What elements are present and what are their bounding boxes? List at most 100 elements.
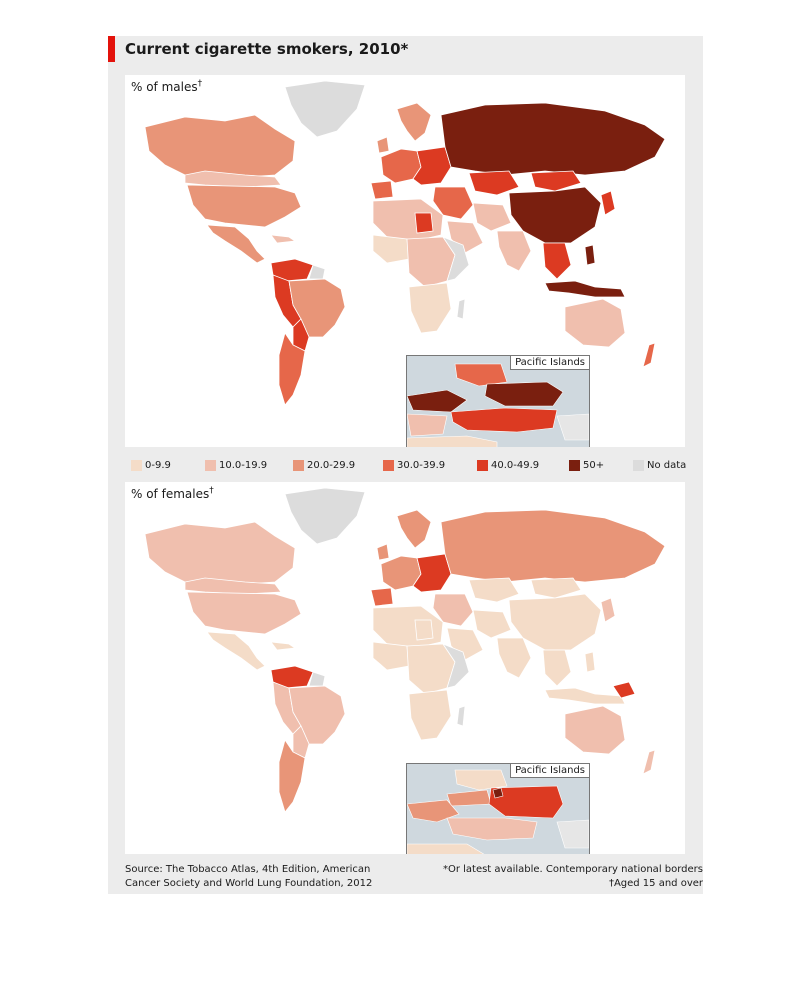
legend-swatch <box>477 459 488 471</box>
arabia <box>446 627 484 661</box>
bolivia-paraguay <box>292 725 310 759</box>
accent-bar <box>108 36 115 62</box>
papua-new-guinea <box>612 681 636 699</box>
legend-item: 40.0-49.9 <box>477 458 539 472</box>
argentina-chile <box>278 332 306 406</box>
footnotes: *Or latest available. Contemporary natio… <box>443 863 703 891</box>
north-africa <box>372 198 444 242</box>
females-map-panel: % of females† Pacific Islands <box>125 482 685 854</box>
east-africa <box>441 643 470 689</box>
southern-africa <box>408 282 452 334</box>
greenland <box>284 80 366 138</box>
japan-korea <box>600 190 616 216</box>
scandinavia <box>396 102 432 142</box>
brazil <box>288 278 346 338</box>
southern-africa <box>408 689 452 741</box>
east-africa <box>441 236 470 282</box>
footnote-1: *Or latest available. Contemporary natio… <box>442 864 703 875</box>
source-note: Source: The Tobacco Atlas, 4th Edition, … <box>125 863 372 891</box>
females-pacific-map <box>407 769 589 854</box>
footnote-2: †Aged 15 and over <box>608 878 703 889</box>
males-world-map <box>144 80 666 406</box>
brazil <box>288 685 346 745</box>
argentina-chile <box>278 739 306 813</box>
males-map-panel: % of males† Pacific Islands <box>125 75 685 447</box>
libya <box>414 212 434 234</box>
males-pacific-map <box>407 363 589 447</box>
legend-item: No data <box>633 458 686 472</box>
legend-swatch <box>569 459 580 471</box>
turkey-middle-east <box>432 593 474 627</box>
legend-swatch <box>205 459 216 471</box>
caribbean <box>270 641 297 651</box>
males-pacific-inset: Pacific Islands <box>406 355 590 447</box>
indonesia <box>544 687 626 705</box>
iberia <box>370 587 394 607</box>
uk <box>376 136 390 154</box>
west-africa <box>372 641 410 671</box>
southeast-asia <box>542 242 572 280</box>
males-inset-label: Pacific Islands <box>510 356 589 370</box>
southeast-asia <box>542 649 572 687</box>
china <box>508 186 602 244</box>
legend-swatch <box>633 459 644 471</box>
females-pacific-inset: Pacific Islands <box>406 763 590 854</box>
iran-pakistan <box>472 609 512 639</box>
uk <box>376 543 390 561</box>
iran-pakistan <box>472 202 512 232</box>
caribbean <box>270 234 297 244</box>
australia <box>564 298 626 348</box>
females-world-map <box>144 487 666 813</box>
legend-item: 50+ <box>569 458 604 472</box>
philippines <box>584 244 596 266</box>
canada <box>144 521 296 587</box>
legend-item: 10.0-19.9 <box>205 458 267 472</box>
madagascar <box>456 298 466 320</box>
japan-korea <box>600 597 616 623</box>
males-panel-label: % of males† <box>131 79 203 94</box>
russia <box>440 102 666 176</box>
mongolia <box>530 577 582 599</box>
greenland <box>284 487 366 545</box>
legend: 0-9.9 10.0-19.9 20.0-29.9 30.0-39.9 40.0… <box>125 455 686 475</box>
usa <box>186 184 302 228</box>
legend-item: 20.0-29.9 <box>293 458 355 472</box>
australia <box>564 705 626 755</box>
scandinavia <box>396 509 432 549</box>
legend-item: 30.0-39.9 <box>383 458 445 472</box>
source-line-1: Source: The Tobacco Atlas, 4th Edition, … <box>125 864 371 875</box>
canada <box>144 114 296 180</box>
chart-title: Current cigarette smokers, 2010* <box>125 40 409 58</box>
india <box>496 230 532 272</box>
females-panel-label: % of females† <box>131 486 214 501</box>
madagascar <box>456 705 466 727</box>
canada-north <box>184 577 282 595</box>
iberia <box>370 180 394 200</box>
new-zealand <box>642 342 656 368</box>
west-africa <box>372 234 410 264</box>
russia <box>440 509 666 583</box>
mexico <box>206 631 266 671</box>
philippines <box>584 651 596 673</box>
turkey-middle-east <box>432 186 474 220</box>
legend-swatch <box>293 459 304 471</box>
females-inset-label: Pacific Islands <box>510 764 589 778</box>
canada-north <box>184 170 282 188</box>
indonesia <box>544 280 626 298</box>
kazakhstan <box>468 170 520 196</box>
legend-item: 0-9.9 <box>131 458 171 472</box>
mexico <box>206 224 266 264</box>
legend-swatch <box>383 459 394 471</box>
new-zealand <box>642 749 656 775</box>
china <box>508 593 602 651</box>
usa <box>186 591 302 635</box>
legend-swatch <box>131 459 142 471</box>
india <box>496 637 532 679</box>
kazakhstan <box>468 577 520 603</box>
bolivia-paraguay <box>292 318 310 352</box>
libya <box>414 619 434 641</box>
arabia <box>446 220 484 254</box>
mongolia <box>530 170 582 192</box>
north-africa <box>372 605 444 649</box>
source-line-2: Cancer Society and World Lung Foundation… <box>125 878 373 889</box>
